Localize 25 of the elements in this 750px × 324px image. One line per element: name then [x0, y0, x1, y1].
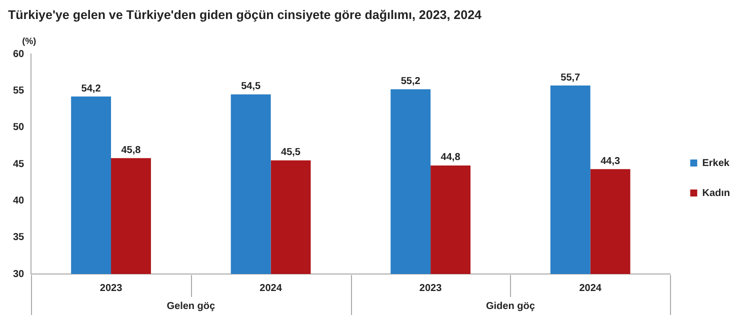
- data-label: 55,2: [400, 76, 421, 87]
- text: Giden göç: [486, 300, 536, 312]
- data-label: 54,5: [241, 81, 261, 92]
- y-tick-label: 30: [13, 268, 25, 280]
- legend-label: Kadın: [702, 188, 730, 199]
- x-tick-label: 2024: [260, 282, 282, 294]
- x-tick-label: 2023: [419, 282, 442, 294]
- y-tick-label: 55: [13, 85, 25, 96]
- y-tick-label: 45: [13, 158, 25, 170]
- data-label: 44,8: [440, 152, 461, 164]
- y-tick-label: 60: [13, 48, 25, 60]
- data-label: 44,3: [600, 156, 620, 167]
- y-tick-label: 35: [13, 232, 25, 244]
- y-tick-label: 50: [13, 122, 25, 134]
- chart-title: Türkiye'ye gelen ve Türkiye'den giden göçün cinsiyete göre dağılımı, 2023, 2024: [8, 8, 482, 22]
- y-axis-title: (%): [22, 36, 36, 46]
- x-tick-label: 2024: [579, 282, 602, 294]
- text: Gelen göç: [166, 300, 216, 312]
- x-tick-label: 2023: [100, 282, 123, 294]
- data-label: 45,8: [121, 144, 142, 156]
- y-tick-label: 40: [13, 195, 25, 206]
- legend-label: Erkek: [702, 158, 730, 169]
- data-label: 55,7: [560, 72, 581, 84]
- data-label: 45,5: [281, 147, 301, 158]
- data-label: 54,2: [81, 83, 102, 94]
